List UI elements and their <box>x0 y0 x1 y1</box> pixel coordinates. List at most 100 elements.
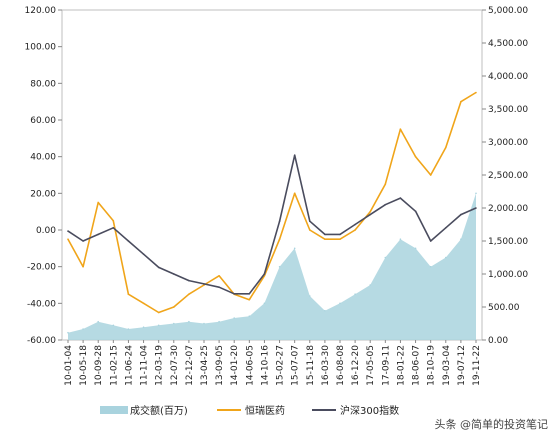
data-point <box>324 309 326 312</box>
right-tick-label: 3,500.00 <box>488 105 528 115</box>
x-tick-label: 17-09-11 <box>381 345 391 386</box>
data-point <box>188 320 190 323</box>
right-tick-label: 1,000.00 <box>488 270 528 280</box>
data-point <box>188 279 190 282</box>
data-point <box>399 128 402 130</box>
data-point <box>384 203 387 206</box>
data-point <box>354 229 356 231</box>
x-tick-label: 12-03-19 <box>155 345 165 386</box>
x-tick-label: 15-11-18 <box>306 345 316 386</box>
left-tick-label: 120.00 <box>25 6 57 16</box>
data-point <box>324 238 326 240</box>
data-point <box>248 298 251 301</box>
data-point <box>354 223 356 226</box>
data-point <box>460 238 462 240</box>
data-point <box>399 238 402 240</box>
data-point <box>369 213 372 216</box>
left-tick-label: 40.00 <box>30 153 56 163</box>
x-tick-label: 18-06-07 <box>412 345 422 386</box>
data-point <box>188 293 190 296</box>
data-point <box>384 183 387 185</box>
data-point <box>278 238 281 240</box>
data-point <box>112 220 115 222</box>
data-point <box>309 229 311 231</box>
x-tick-label: 11-02-15 <box>109 345 119 386</box>
legend-label: 恒瑞医药 <box>245 404 285 417</box>
data-point <box>248 315 251 318</box>
data-point <box>112 324 115 327</box>
data-point <box>369 210 372 213</box>
data-point <box>309 295 311 297</box>
x-tick-label: 14-01-20 <box>230 345 240 386</box>
right-tick-label: 2,500.00 <box>488 171 528 181</box>
x-tick-label: 10-05-18 <box>79 345 89 386</box>
x-tick-label: 11-11-04 <box>140 345 150 386</box>
x-tick-label: 14-10-16 <box>260 345 270 386</box>
x-axis: 10-01-04 10-05-18 10-09-28 11-02-15 11-06-24… <box>64 340 482 386</box>
x-tick-label: 11-06-24 <box>124 345 134 386</box>
right-tick-label: 2,000.00 <box>488 204 528 214</box>
data-point <box>157 311 160 314</box>
data-point <box>67 331 69 334</box>
data-point <box>67 238 69 240</box>
data-point <box>142 326 145 329</box>
right-tick-label: 500.00 <box>488 303 520 313</box>
data-point <box>399 197 402 199</box>
data-point <box>429 174 432 176</box>
data-point <box>82 240 84 242</box>
x-tick-label: 10-09-28 <box>94 345 104 386</box>
data-point <box>142 253 145 255</box>
data-point <box>203 283 205 285</box>
data-point <box>475 91 477 94</box>
x-tick-label: 15-02-27 <box>276 345 286 386</box>
legend-label: 成交额(百万) <box>130 404 188 417</box>
data-point <box>445 256 447 259</box>
data-point <box>82 328 84 330</box>
data-point <box>97 201 99 204</box>
data-point <box>218 275 220 277</box>
data-point <box>218 286 220 289</box>
data-point <box>157 266 160 269</box>
series-line-2 <box>67 154 477 295</box>
left-axis: -60.00 -40.00 -20.00 0.00 20.00 40.00 60.00 80.… <box>25 6 62 346</box>
left-tick-label: 0.00 <box>36 226 56 236</box>
right-tick-label: 0.00 <box>488 336 508 346</box>
data-point <box>445 146 447 149</box>
x-tick-label: 16-08-08 <box>336 345 346 386</box>
data-point <box>369 284 372 286</box>
data-point <box>293 247 296 250</box>
x-tick-label: 14-06-05 <box>245 345 255 386</box>
data-point <box>293 192 296 195</box>
watermark-text: 头条 @简单的投资笔记 <box>435 417 549 431</box>
x-tick-label: 17-05-05 <box>366 345 376 386</box>
left-tick-label: -60.00 <box>27 336 56 346</box>
data-point <box>309 220 311 222</box>
data-point <box>324 233 326 236</box>
data-point <box>414 247 417 250</box>
x-tick-label: 13-04-25 <box>200 345 210 386</box>
data-point <box>127 240 130 242</box>
data-point <box>414 155 417 158</box>
x-tick-label: 16-03-30 <box>321 345 331 386</box>
data-point <box>460 213 462 216</box>
data-point <box>203 322 205 325</box>
data-point <box>475 192 477 195</box>
data-point <box>384 256 387 259</box>
data-point <box>218 320 220 323</box>
right-tick-label: 4,000.00 <box>488 72 528 82</box>
right-tick-label: 1,500.00 <box>488 237 528 247</box>
data-point <box>97 233 99 236</box>
data-point <box>233 317 235 319</box>
legend: 成交额(百万) 恒瑞医药 沪深300指数 <box>100 404 399 417</box>
x-tick-label: 10-01-04 <box>64 345 74 386</box>
x-tick-label: 15-07-07 <box>291 345 301 386</box>
x-tick-label: 12-12-07 <box>185 345 195 386</box>
data-point <box>429 240 432 242</box>
left-tick-label: 60.00 <box>30 116 56 126</box>
data-point <box>339 238 341 240</box>
data-point <box>97 320 99 323</box>
data-point <box>414 210 417 213</box>
series-line-1 <box>67 91 477 314</box>
data-point <box>142 302 145 305</box>
